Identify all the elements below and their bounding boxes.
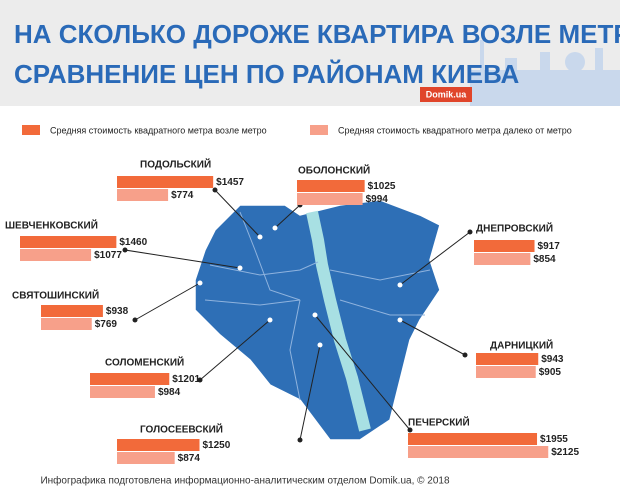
leader-dot [212,187,218,193]
bar [117,176,214,188]
leader-dot [132,317,138,323]
leader-line [399,319,466,356]
footer: Инфографика подготовлена информационно-а… [40,475,450,487]
bar [41,318,92,330]
bar [90,373,170,385]
leader-line [299,344,321,441]
brand: Domik.ua [426,89,468,99]
value-label: $1025 [368,181,396,192]
district-name: ОБОЛОНСКИЙ [298,164,370,177]
bar [408,433,538,445]
leader-line [274,204,301,229]
leader-dot [267,317,273,323]
leader-dot [272,225,278,231]
leader-dot [397,282,403,288]
value-label: $905 [539,367,562,378]
leader-line [124,249,241,269]
leader-dot [312,312,318,318]
value-label: $1250 [203,440,231,451]
value-label: $874 [178,453,201,464]
leader-line [314,314,411,431]
leader-dot [317,342,323,348]
bar [408,446,549,458]
district-name: СВЯТОШИНСКИЙ [12,289,99,302]
leader-dot [397,317,403,323]
value-label: $774 [171,190,194,201]
leader-line [214,189,261,238]
leader-dot [467,229,473,235]
bar [474,240,535,252]
legend-swatch [310,125,328,135]
district-name: ДАРНИЦКИЙ [490,339,553,352]
district-name: ПОДОЛЬСКИЙ [140,158,211,171]
bar [90,386,155,398]
value-label: $917 [538,241,561,252]
title: НА СКОЛЬКО ДОРОЖЕ КВАРТИРА ВОЗЛЕ МЕТРО: [14,19,620,49]
district-name: ДНЕПРОВСКИЙ [476,222,553,235]
bar [474,253,531,265]
bar [476,366,536,378]
legend-swatch [22,125,40,135]
bar [297,180,365,192]
bar [117,189,169,201]
leader-dot [197,377,203,383]
district-name: ШЕВЧЕНКОВСКИЙ [5,219,98,232]
value-label: $938 [106,306,129,317]
district-name: ГОЛОСЕЕВСКИЙ [140,423,223,436]
value-label: $1201 [172,374,200,385]
leader-line [199,319,271,381]
bar [41,305,103,317]
value-label: $943 [541,354,564,365]
leader-line [399,231,471,286]
value-label: $1460 [119,237,147,248]
brand-badge [420,87,472,102]
bar [20,236,117,248]
value-label: $769 [95,319,118,330]
skyline [470,40,620,106]
leader-dot [257,234,263,240]
value-label: $994 [366,194,389,205]
district-name: СОЛОМЕНСКИЙ [105,356,184,369]
value-label: $984 [158,387,181,398]
bar [297,193,363,205]
bar [20,249,92,261]
leader-dot [237,265,243,271]
value-label: $1077 [94,250,122,261]
bar [476,353,539,365]
leader-dot [407,427,413,433]
value-label: $854 [533,254,556,265]
leader-dot [197,280,203,286]
subtitle: СРАВНЕНИЕ ЦЕН ПО РАЙОНАМ КИЕВА [14,59,520,89]
value-label: $1955 [540,434,568,445]
district-name: ПЕЧЕРСКИЙ [408,416,470,429]
value-label: $1457 [216,177,244,188]
leader-dot [122,247,128,253]
leader-line [134,282,201,321]
legend-label: Средняя стоимость квадратного метра возл… [50,125,267,135]
map [194,199,441,441]
legend-label: Средняя стоимость квадратного метра дале… [338,125,572,135]
bar [117,439,200,451]
value-label: $2125 [551,447,579,458]
leader-dot [297,437,303,443]
bar [117,452,175,464]
leader-dot [462,352,468,358]
